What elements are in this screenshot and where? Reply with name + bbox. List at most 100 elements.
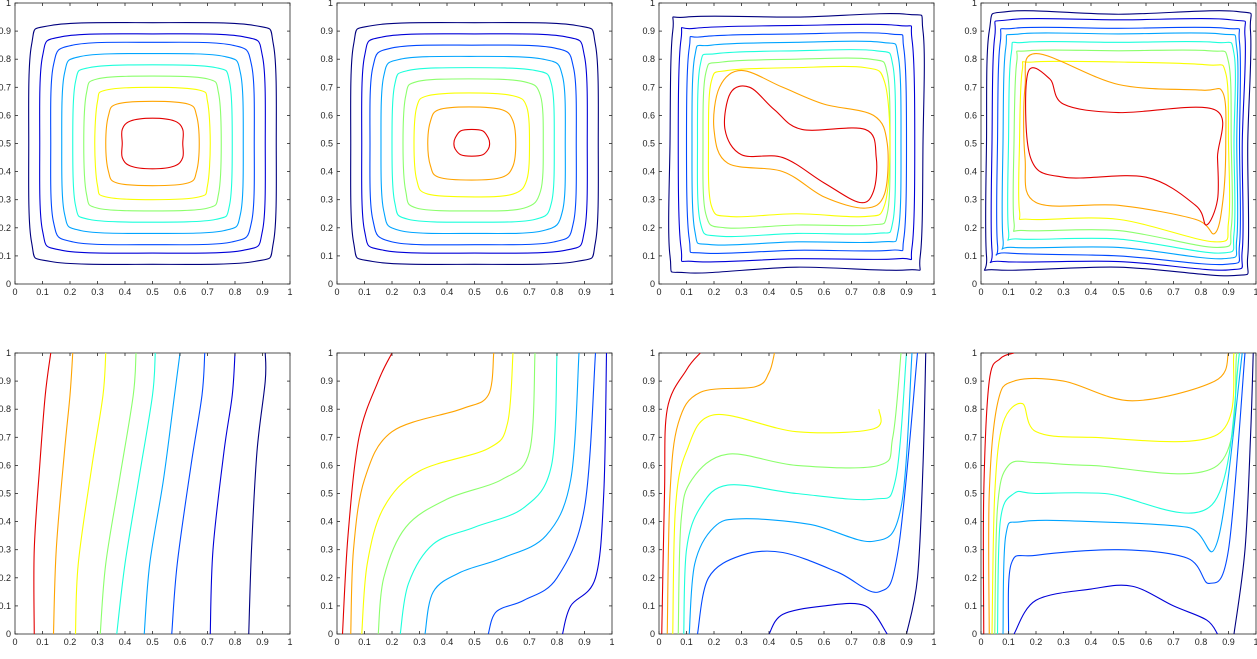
y-tick-label: 0 bbox=[328, 629, 333, 639]
contour-line bbox=[988, 353, 1230, 634]
x-tick-label: 0.2 bbox=[386, 637, 399, 647]
contour-line bbox=[713, 69, 889, 209]
contour-line bbox=[666, 353, 776, 634]
x-tick-label: 0.8 bbox=[551, 637, 564, 647]
contour-group bbox=[982, 353, 1254, 634]
y-tick-label: 0.4 bbox=[964, 517, 977, 527]
chart-panel-isotherms-2: 0 0.1 0.2 0.3 0.4 0.5 0.6 0.7 0.8 0.9 1 0 0.1 0.2 0.3 0… bbox=[320, 348, 614, 647]
x-tick-label: 0.7 bbox=[523, 637, 536, 647]
y-tick-label: 0.9 bbox=[642, 26, 655, 36]
y-tick-label: 0.1 bbox=[642, 251, 655, 261]
chart-panel-isotherms-4: 0 0.1 0.2 0.3 0.4 0.5 0.6 0.7 0.8 0.9 1 0 0.1 0.2 0.3 0… bbox=[964, 348, 1257, 647]
x-tick-label: 0.5 bbox=[468, 637, 481, 647]
x-tick-label: 0 bbox=[334, 637, 339, 647]
contour-line bbox=[1012, 49, 1233, 249]
y-tick-label: 0.5 bbox=[642, 139, 655, 149]
y-tick-label: 0.8 bbox=[0, 404, 11, 414]
axes-box bbox=[336, 352, 613, 635]
contour-group bbox=[983, 10, 1252, 277]
y-tick-label: 0.6 bbox=[964, 110, 977, 120]
y-tick-label: 0.2 bbox=[642, 573, 655, 583]
x-tick-label: 0 bbox=[334, 287, 339, 297]
contour-line bbox=[989, 18, 1247, 271]
y-tick-label: 0.9 bbox=[642, 376, 655, 386]
x-tick-label: 0.5 bbox=[790, 637, 803, 647]
y-tick-label: 0.5 bbox=[964, 139, 977, 149]
axes-box bbox=[980, 2, 1257, 285]
contour-line bbox=[94, 86, 211, 201]
x-tick-label: 0.9 bbox=[1222, 637, 1235, 647]
y-tick-label: 0.6 bbox=[0, 460, 11, 470]
contour-line bbox=[677, 353, 902, 634]
contour-line bbox=[350, 353, 495, 634]
y-tick-label: 0.2 bbox=[964, 573, 977, 583]
contour-line bbox=[99, 353, 137, 634]
x-tick-label: 0.7 bbox=[845, 287, 858, 297]
y-tick-label: 1 bbox=[328, 348, 333, 358]
y-tick-label: 0.2 bbox=[0, 223, 11, 233]
contour-line bbox=[1013, 584, 1218, 634]
contour-line bbox=[350, 22, 599, 265]
axes-box bbox=[336, 2, 613, 285]
contour-line bbox=[685, 32, 908, 255]
contour-line bbox=[369, 44, 577, 246]
contour-line bbox=[74, 353, 107, 634]
y-tick-label: 0.7 bbox=[320, 432, 333, 442]
axes-box bbox=[980, 352, 1257, 635]
x-tick-label: 1 bbox=[931, 287, 936, 297]
x-tick-label: 0.1 bbox=[358, 637, 371, 647]
x-tick-label: 0.5 bbox=[146, 637, 159, 647]
y-tick-label: 0.6 bbox=[320, 110, 333, 120]
x-tick-label: 0.6 bbox=[174, 287, 187, 297]
x-tick-label: 0 bbox=[656, 287, 661, 297]
contour-line bbox=[105, 100, 200, 187]
chart-panel-streamlines-3: 0 0.1 0.2 0.3 0.4 0.5 0.6 0.7 0.8 0.9 1 0 0.1 0.2 0.3 0… bbox=[642, 0, 936, 297]
x-tick-label: 0.4 bbox=[119, 287, 132, 297]
x-tick-label: 1 bbox=[287, 637, 292, 647]
contour-line bbox=[487, 353, 597, 634]
x-tick-label: 1 bbox=[287, 287, 292, 297]
y-tick-label: 0.2 bbox=[964, 223, 977, 233]
y-tick-label: 0.8 bbox=[964, 404, 977, 414]
x-tick-label: 0.4 bbox=[1085, 637, 1098, 647]
y-tick-label: 0.6 bbox=[320, 460, 333, 470]
contour-line bbox=[672, 409, 882, 634]
y-tick-label: 0.3 bbox=[0, 195, 11, 205]
y-tick-label: 0.5 bbox=[964, 489, 977, 499]
y-tick-label: 0.5 bbox=[320, 139, 333, 149]
x-tick-label: 0.5 bbox=[146, 287, 159, 297]
contour-line bbox=[413, 92, 531, 198]
x-tick-label: 0.3 bbox=[413, 287, 426, 297]
y-tick-label: 0 bbox=[972, 279, 977, 289]
y-tick-label: 0.6 bbox=[642, 460, 655, 470]
x-tick-label: 0.1 bbox=[36, 637, 49, 647]
y-tick-label: 0.1 bbox=[964, 601, 977, 611]
x-tick-label: 1 bbox=[1253, 287, 1257, 297]
contour-line bbox=[702, 57, 891, 229]
x-tick-label: 0.1 bbox=[358, 287, 371, 297]
chart-panel-isotherms-3: 0 0.1 0.2 0.3 0.4 0.5 0.6 0.7 0.8 0.9 1 0 0.1 0.2 0.3 0… bbox=[642, 348, 936, 647]
x-tick-label: 0.5 bbox=[468, 287, 481, 297]
y-tick-label: 0.4 bbox=[320, 167, 333, 177]
x-tick-label: 0.7 bbox=[201, 637, 214, 647]
contour-line bbox=[402, 78, 544, 212]
contour-line bbox=[683, 353, 908, 634]
y-tick-label: 0 bbox=[6, 629, 11, 639]
contour-line bbox=[696, 353, 919, 634]
y-tick-label: 0.1 bbox=[320, 601, 333, 611]
x-tick-label: 0 bbox=[12, 637, 17, 647]
y-tick-label: 0.7 bbox=[0, 432, 11, 442]
y-tick-label: 1 bbox=[6, 0, 11, 8]
y-tick-label: 1 bbox=[972, 0, 977, 8]
contour-line bbox=[1001, 32, 1239, 260]
x-tick-label: 0.9 bbox=[578, 287, 591, 297]
chart-panel-isotherms-1: 0 0.1 0.2 0.3 0.4 0.5 0.6 0.7 0.8 0.9 1 0 0.1 0.2 0.3 0… bbox=[0, 348, 293, 647]
contour-line bbox=[677, 23, 916, 263]
contour-line bbox=[61, 53, 244, 234]
y-tick-label: 0.4 bbox=[0, 167, 11, 177]
y-tick-label: 0.2 bbox=[320, 223, 333, 233]
x-tick-label: 0.3 bbox=[91, 637, 104, 647]
y-tick-label: 0.9 bbox=[320, 26, 333, 36]
y-tick-label: 1 bbox=[328, 0, 333, 8]
y-tick-label: 0.9 bbox=[964, 26, 977, 36]
